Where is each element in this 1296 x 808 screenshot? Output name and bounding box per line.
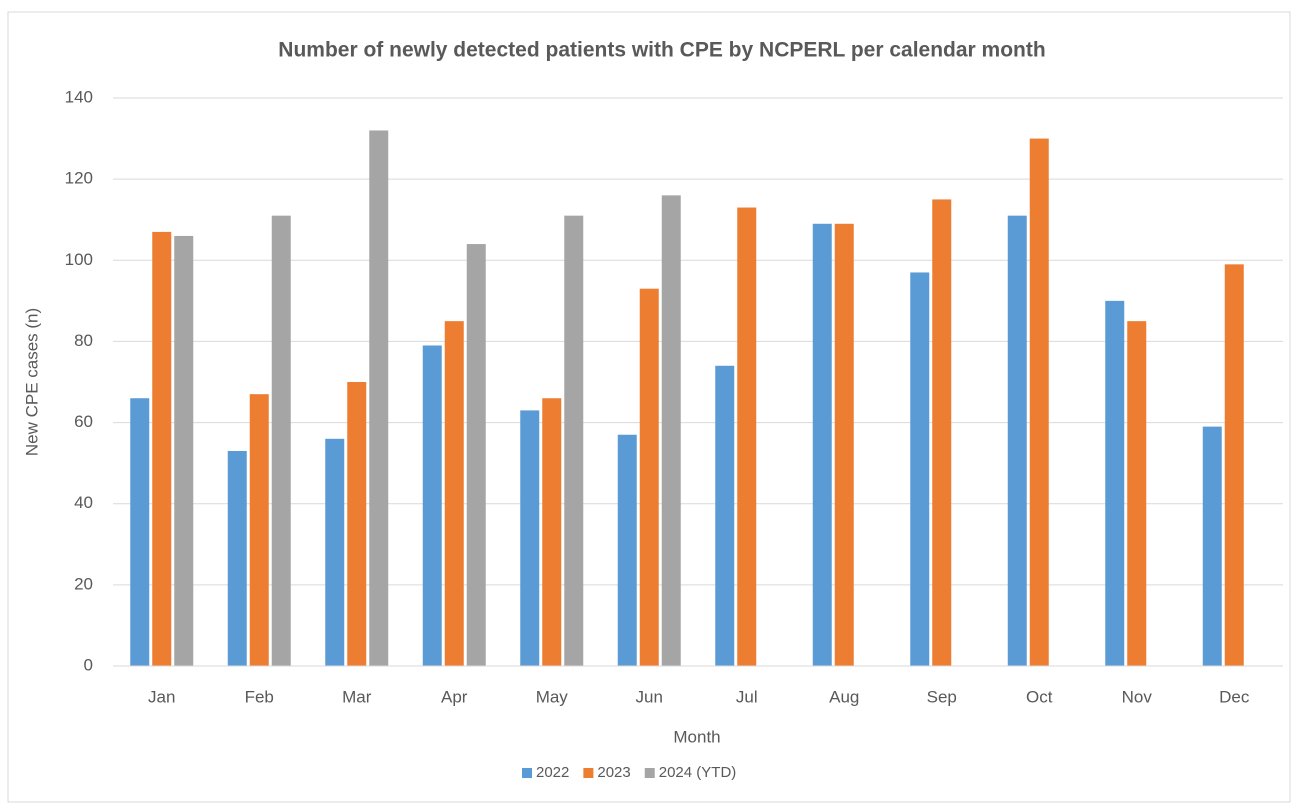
legend-swatch: [644, 768, 655, 778]
y-tick-label: 100: [65, 250, 93, 269]
bar: [130, 398, 150, 666]
x-tick-label: Jan: [148, 687, 175, 706]
x-tick-label: Mar: [342, 687, 372, 706]
bar: [466, 244, 486, 667]
bar: [737, 207, 757, 667]
x-tick-label: Jul: [736, 687, 758, 706]
x-tick-label: Apr: [441, 687, 468, 706]
y-tick-label: 40: [74, 493, 93, 512]
y-axis-label: New CPE cases (n): [22, 308, 41, 456]
y-tick-label: 0: [84, 655, 93, 674]
bar: [325, 438, 345, 666]
bar: [834, 223, 854, 666]
x-tick-label: Nov: [1122, 687, 1153, 706]
y-tick-label: 20: [74, 574, 93, 593]
bar: [271, 215, 291, 666]
bar: [910, 272, 930, 666]
bar: [1224, 264, 1244, 666]
y-tick-label: 80: [74, 331, 93, 350]
bar: [369, 130, 389, 666]
y-tick-label: 140: [65, 87, 93, 106]
bar: [1105, 300, 1125, 666]
bar: [347, 382, 367, 666]
chart-title: Number of newly detected patients with C…: [278, 39, 1045, 62]
bar: [639, 288, 659, 666]
bar: [152, 231, 172, 666]
x-tick-label: Sep: [927, 687, 957, 706]
x-tick-label: Oct: [1026, 687, 1053, 706]
bar: [227, 450, 247, 666]
x-tick-label: Dec: [1219, 687, 1250, 706]
y-tick-label: 120: [65, 169, 93, 188]
bar: [1007, 215, 1027, 666]
bar: [812, 223, 832, 666]
bar: [444, 321, 464, 666]
bar: [932, 199, 952, 666]
x-axis-label: Month: [673, 727, 720, 746]
legend-swatch: [522, 768, 532, 778]
legend-label: 2022: [536, 764, 569, 781]
legend-label: 2024 (YTD): [659, 764, 737, 781]
bar: [174, 235, 194, 666]
y-tick-label: 60: [74, 412, 93, 431]
x-tick-label: Jun: [636, 687, 663, 706]
bar: [422, 345, 442, 666]
bar: [1029, 138, 1049, 667]
x-tick-label: Feb: [245, 687, 274, 706]
bar: [1202, 426, 1222, 666]
bar: [661, 195, 681, 666]
bar: [1127, 321, 1147, 666]
bar: [564, 215, 584, 666]
bar: [542, 398, 562, 666]
bar: [617, 434, 637, 666]
x-tick-label: May: [536, 687, 569, 706]
bar: [249, 394, 269, 666]
bar: [520, 410, 540, 666]
bar: [715, 365, 735, 666]
legend-swatch: [583, 768, 594, 778]
legend-label: 2023: [597, 764, 630, 781]
x-tick-label: Aug: [829, 687, 859, 706]
